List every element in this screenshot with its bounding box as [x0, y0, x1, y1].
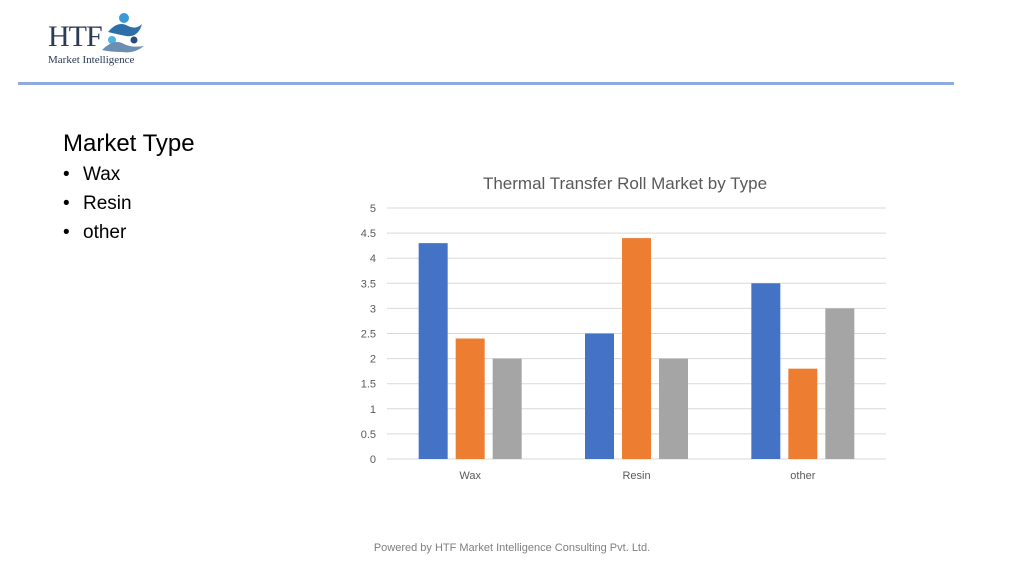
bar-chart: Thermal Transfer Roll Market by Type 0 0.… — [361, 174, 886, 482]
bullet-text: other — [83, 222, 127, 243]
chart-x-axis: Wax Resin other — [459, 470, 815, 482]
y-tick-label: 3.5 — [361, 278, 376, 290]
bullet-item: • Resin — [63, 192, 132, 221]
bar-wax-series-1 — [418, 243, 448, 459]
htf-logo: HTF Market Intelligence — [44, 10, 154, 72]
bullet-list: • Wax • Resin • other — [63, 163, 132, 250]
header-rule — [18, 82, 954, 85]
bullet-text: Wax — [83, 164, 121, 185]
bullet-dot-icon: • — [63, 222, 70, 243]
y-tick-label: 0 — [370, 454, 376, 466]
y-tick-label: 4.5 — [361, 228, 376, 240]
y-tick-label: 2.5 — [361, 329, 376, 341]
bar-resin-series-2 — [622, 238, 651, 459]
bar-other-series-1 — [751, 283, 781, 459]
chart-title: Thermal Transfer Roll Market by Type — [483, 174, 767, 193]
footer-credit: Powered by HTF Market Intelligence Consu… — [373, 542, 651, 554]
chart-bars — [418, 238, 855, 459]
x-tick-label: Wax — [459, 470, 481, 482]
htf-figures-logo-icon — [102, 13, 144, 53]
x-tick-label: Resin — [622, 470, 650, 482]
y-tick-label: 1 — [370, 404, 376, 416]
logo-subtitle: Market Intelligence — [48, 54, 135, 66]
bullet-text: Resin — [83, 193, 132, 214]
logo-htf-text: HTF — [48, 20, 103, 53]
bar-resin-series-3 — [659, 358, 688, 459]
y-tick-label: 0.5 — [361, 429, 376, 441]
y-tick-label: 3 — [370, 303, 376, 315]
bar-wax-series-2 — [455, 338, 485, 459]
y-tick-label: 4 — [370, 253, 376, 265]
bullet-item: • Wax — [63, 163, 132, 192]
x-tick-label: other — [790, 470, 815, 482]
bar-wax-series-3 — [492, 358, 522, 459]
chart-y-axis: 0 0.5 1 1.5 2 2.5 3 3.5 4 4.5 5 — [361, 203, 376, 466]
bullet-item: • other — [63, 221, 132, 250]
bar-other-series-3 — [825, 308, 855, 459]
bar-resin-series-1 — [585, 333, 614, 459]
bar-other-series-2 — [788, 368, 818, 459]
bullet-dot-icon: • — [63, 164, 70, 185]
y-tick-label: 5 — [370, 203, 376, 215]
y-tick-label: 1.5 — [361, 379, 376, 391]
y-tick-label: 2 — [370, 354, 376, 366]
slide-title: Market Type — [63, 130, 195, 157]
bullet-dot-icon: • — [63, 193, 70, 214]
